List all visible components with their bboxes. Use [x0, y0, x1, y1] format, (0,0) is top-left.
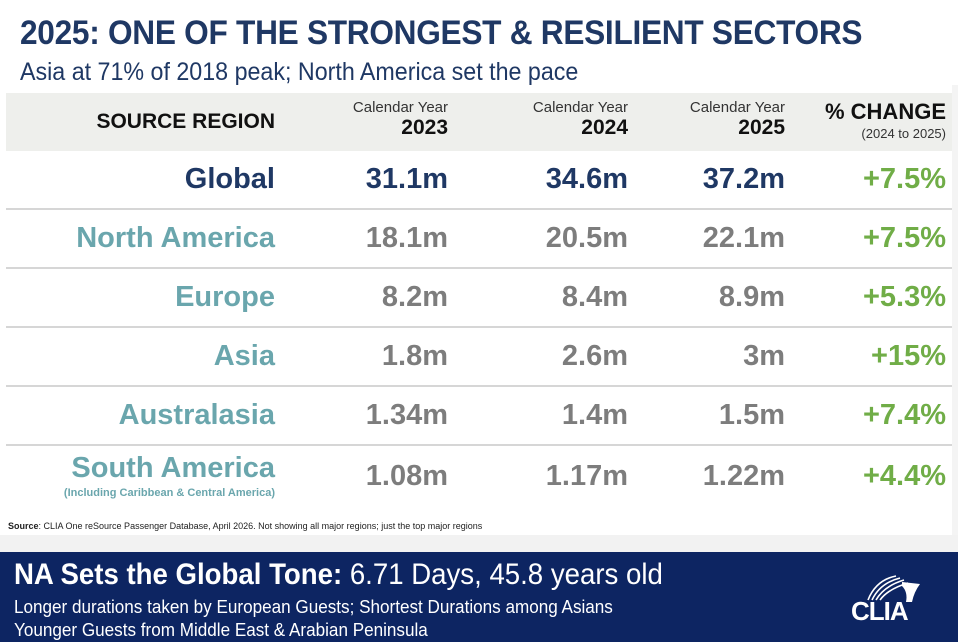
footer-line-1: Longer durations taken by European Guest…: [14, 597, 613, 617]
footer-headline-rest: 6.71 Days, 45.8 years old: [342, 558, 663, 591]
table-row: North America 18.1m 20.5m 22.1m +7.5%: [6, 210, 952, 269]
region-name: Australasia: [118, 399, 275, 431]
header-calendar-label: Calendar Year: [532, 99, 628, 116]
value-2023: 31.1m: [365, 163, 448, 195]
table-row: Global 31.1m 34.6m 37.2m +7.5%: [6, 151, 952, 210]
region-name: Europe: [175, 281, 275, 313]
footer-line-2: Younger Guests from Middle East & Arabia…: [14, 620, 428, 640]
header-calendar-label: Calendar Year: [689, 99, 785, 116]
header-percent-change: % CHANGE (2024 to 2025): [785, 93, 946, 151]
value-2024: 1.4m: [561, 399, 628, 431]
header-year-value: 2023: [401, 116, 448, 139]
right-edge-divider: [952, 85, 958, 535]
percent-change: +4.4%: [862, 460, 946, 492]
source-label: Source: [8, 521, 39, 531]
clia-logo: CLIA: [848, 572, 928, 628]
logo-text: CLIA: [851, 596, 909, 626]
header-year-2025: Calendar Year 2025: [628, 93, 785, 151]
table-row: Australasia 1.34m 1.4m 1.5m +7.4%: [6, 387, 952, 446]
header-year-2024: Calendar Year 2024: [448, 93, 628, 151]
value-2023: 1.08m: [365, 460, 448, 492]
table-header: SOURCE REGION Calendar Year 2023 Calenda…: [6, 93, 952, 151]
value-2025: 8.9m: [718, 281, 785, 313]
header-change-label: % CHANGE: [824, 99, 946, 124]
cruise-ship-icon: [867, 575, 920, 602]
value-2023: 1.8m: [381, 340, 448, 372]
region-name-block: South America (Including Caribbean & Cen…: [6, 452, 275, 499]
source-note: Source: CLIA One reSource Passenger Data…: [8, 521, 482, 531]
percent-change: +7.5%: [862, 222, 946, 254]
value-2025: 3m: [743, 340, 785, 372]
value-2023: 18.1m: [365, 222, 448, 254]
region-note: (Including Caribbean & Central America): [63, 487, 275, 499]
value-2023: 8.2m: [381, 281, 448, 313]
header-year-2023: Calendar Year 2023: [275, 93, 448, 151]
percent-change: +15%: [871, 340, 946, 372]
header-year-value: 2025: [738, 116, 785, 139]
divider-band: [0, 535, 958, 552]
percent-change: +7.5%: [862, 163, 946, 195]
table-row: South America (Including Caribbean & Cen…: [6, 446, 952, 516]
value-2025: 1.22m: [702, 460, 785, 492]
region-name: Global: [184, 163, 275, 195]
region-name: South America: [71, 452, 275, 484]
footer-headline: NA Sets the Global Tone: 6.71 Days, 45.8…: [14, 558, 663, 592]
value-2024: 1.17m: [545, 460, 628, 492]
value-2024: 2.6m: [561, 340, 628, 372]
value-2024: 34.6m: [545, 163, 628, 195]
region-name: North America: [76, 222, 275, 254]
page-subtitle: Asia at 71% of 2018 peak; North America …: [20, 58, 579, 86]
region-name: Asia: [213, 340, 275, 372]
header-source-region: SOURCE REGION: [96, 110, 275, 133]
table-row: Asia 1.8m 2.6m 3m +15%: [6, 328, 952, 387]
table-row: Europe 8.2m 8.4m 8.9m +5.3%: [6, 269, 952, 328]
region-table: SOURCE REGION Calendar Year 2023 Calenda…: [6, 93, 952, 516]
footer-banner: NA Sets the Global Tone: 6.71 Days, 45.8…: [0, 552, 958, 642]
value-2025: 22.1m: [702, 222, 785, 254]
footer-headline-bold: NA Sets the Global Tone:: [14, 558, 343, 591]
value-2025: 37.2m: [702, 163, 785, 195]
source-text: : CLIA One reSource Passenger Database, …: [38, 521, 483, 531]
value-2023: 1.34m: [365, 399, 448, 431]
header-change-period: (2024 to 2025): [861, 126, 946, 141]
page-title: 2025: ONE OF THE STRONGEST & RESILIENT S…: [20, 14, 863, 52]
header-calendar-label: Calendar Year: [352, 99, 448, 116]
value-2025: 1.5m: [718, 399, 785, 431]
percent-change: +5.3%: [862, 281, 946, 313]
percent-change: +7.4%: [862, 399, 946, 431]
value-2024: 20.5m: [545, 222, 628, 254]
header-year-value: 2024: [581, 116, 628, 139]
value-2024: 8.4m: [561, 281, 628, 313]
